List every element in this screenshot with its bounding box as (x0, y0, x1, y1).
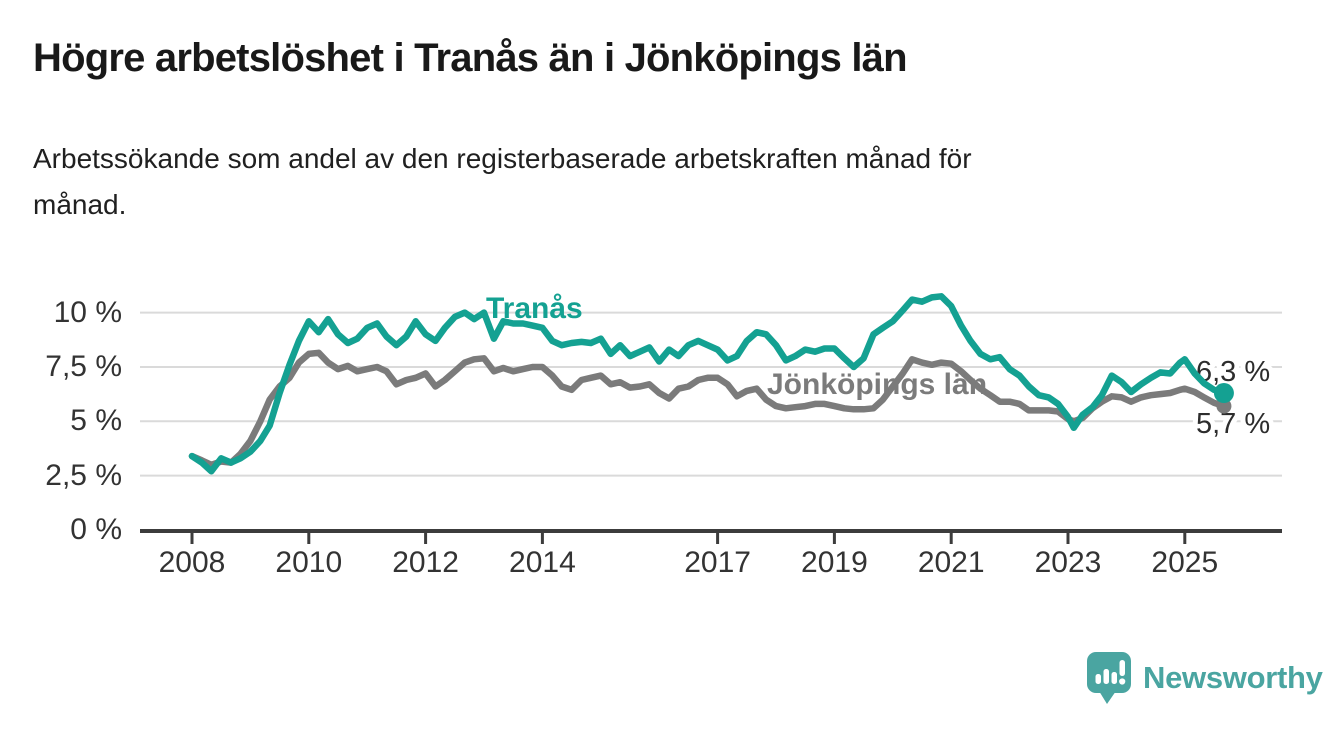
jonkoping-line (188, 349, 1228, 469)
y-axis-label: 2,5 % (45, 458, 122, 492)
chart-title: Högre arbetslöshet i Tranås än i Jönköpi… (33, 36, 908, 80)
tranas-line (188, 293, 1228, 475)
newsworthy-logo-icon (1087, 652, 1131, 704)
tranas-end-dot (1213, 383, 1234, 404)
y-axis-label: 0 % (70, 513, 122, 546)
y-axis-label: 7,5 % (45, 349, 122, 383)
y-axis-label: 10 % (53, 295, 122, 329)
tranas-series-label: Tranås (486, 292, 583, 325)
x-axis-label: 2014 (509, 546, 576, 579)
x-axis-label: 2023 (1034, 546, 1102, 579)
x-axis-label: 2025 (1151, 546, 1219, 579)
newsworthy-logo: Newsworthy (1086, 651, 1323, 705)
x-axis-label: 2021 (917, 546, 985, 579)
x-axis-label: 2017 (684, 546, 751, 579)
x-axis-label: 2010 (275, 546, 343, 579)
y-axis-label: 5 % (70, 404, 122, 438)
jonkoping-end-dot (1216, 398, 1232, 414)
newsworthy-logo-text: Newsworthy (1143, 660, 1323, 695)
x-axis-label: 2012 (392, 546, 459, 579)
end-value-label: 5,7 % (1196, 408, 1270, 440)
x-axis-label: 2008 (158, 546, 226, 579)
x-axis-label: 2019 (801, 546, 868, 579)
jonkoping-series-label: Jönköpings län (767, 368, 988, 401)
chart-subtitle: Arbetssökande som andel av den registerb… (33, 143, 972, 220)
